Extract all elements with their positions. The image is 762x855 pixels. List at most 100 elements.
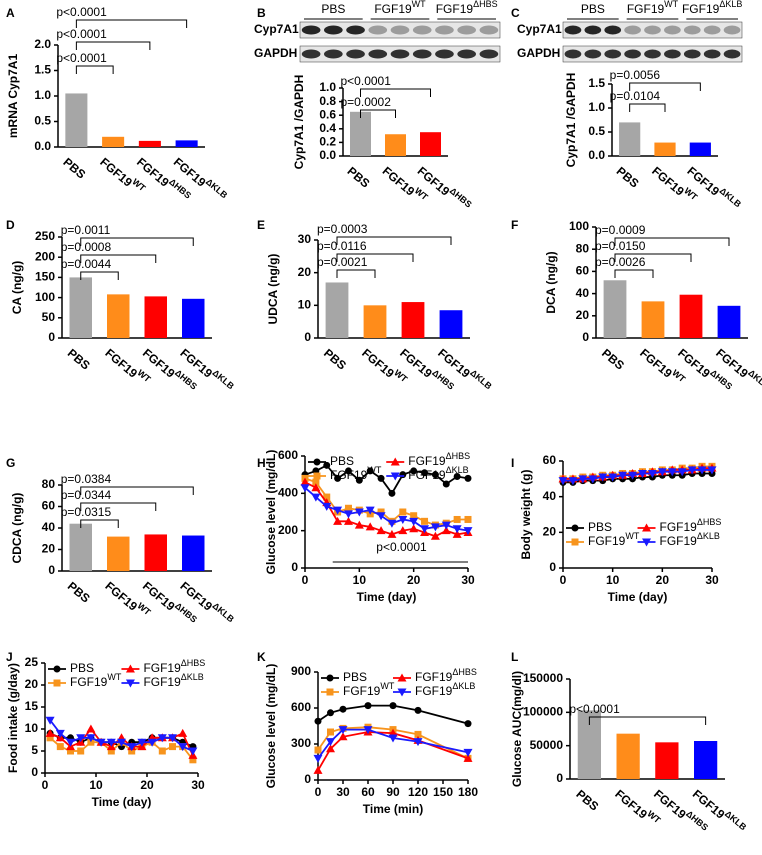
blot-band <box>703 25 721 35</box>
p-value: p=0.0009 <box>595 223 646 237</box>
point <box>463 748 473 757</box>
blot-lane-label: FGF19ΔKLB <box>682 0 742 16</box>
panel-letter: B <box>257 6 266 20</box>
blot-band <box>584 25 602 35</box>
blot-band <box>390 25 410 35</box>
point <box>389 702 397 710</box>
point <box>413 738 423 747</box>
bar <box>401 302 425 338</box>
significance-bracket <box>80 254 157 263</box>
blot-band <box>324 25 343 35</box>
point <box>333 516 343 525</box>
y-tick-label: 20 <box>576 308 590 322</box>
x-tick-label: PBS <box>345 164 373 191</box>
point <box>157 734 167 743</box>
blot-band <box>479 49 499 59</box>
point <box>168 734 177 743</box>
point <box>414 730 422 738</box>
bar <box>144 296 167 338</box>
x-tick-label: 150 <box>433 785 453 799</box>
point <box>390 457 400 466</box>
blot-lane-label: FGF19ΔHBS <box>436 0 498 16</box>
point <box>657 468 667 477</box>
legend-label: FGF19WT <box>330 465 382 482</box>
point <box>46 734 54 742</box>
point <box>387 519 397 528</box>
significance-bracket <box>614 253 692 262</box>
bar <box>325 282 349 338</box>
point <box>333 506 343 515</box>
point <box>355 476 363 484</box>
point <box>647 469 657 478</box>
legend-label: PBS <box>70 661 94 675</box>
point <box>127 743 137 752</box>
x-tick-label: FGF19ΔKLB <box>713 344 762 397</box>
point <box>453 515 461 523</box>
blot-band <box>624 49 641 59</box>
p-value: p<0.0001 <box>569 702 620 716</box>
point <box>77 747 85 755</box>
panel: B 0.00.20.40.60.81.0 Cyp7A1 /GAPDH PBS FGF19… <box>254 0 501 210</box>
point <box>558 477 568 486</box>
point <box>66 738 75 747</box>
point <box>343 516 353 525</box>
point <box>326 674 334 682</box>
point <box>441 521 451 530</box>
blot-band <box>457 25 476 35</box>
point <box>311 493 321 502</box>
point <box>323 493 331 501</box>
point <box>366 467 374 475</box>
blot-band <box>368 25 388 35</box>
point <box>311 483 321 492</box>
x-tick-label: PBS <box>65 346 93 373</box>
blot-band <box>604 49 622 59</box>
blot-band <box>390 49 410 59</box>
x-tick-label: 120 <box>408 785 428 799</box>
x-tick-label: 30 <box>336 785 350 799</box>
point <box>56 743 64 751</box>
y-tick-label: 0 <box>304 330 311 344</box>
blot-band <box>301 25 321 35</box>
x-axis-label: Time (day) <box>92 795 152 809</box>
bar <box>439 310 463 338</box>
significance-bracket <box>629 82 701 91</box>
point <box>169 743 176 751</box>
y-tick-label: 40 <box>576 286 590 300</box>
panel-letter: F <box>511 218 518 232</box>
point <box>45 716 55 725</box>
point <box>376 512 386 521</box>
blot-band <box>723 25 741 35</box>
point <box>410 467 418 475</box>
point <box>687 466 697 475</box>
x-tick-label: 20 <box>140 778 154 792</box>
blot-strip <box>299 21 501 39</box>
p-value: p=0.0104 <box>610 89 661 103</box>
bar <box>65 93 88 147</box>
bar <box>69 523 92 571</box>
point <box>178 743 188 752</box>
point <box>642 523 652 532</box>
p-value: p=0.0026 <box>595 255 646 269</box>
x-tick-label: 10 <box>606 573 620 587</box>
y-tick-label: 400 <box>278 486 298 500</box>
blot-band <box>624 25 641 35</box>
y-tick-label: 80 <box>576 241 590 255</box>
point <box>322 502 332 511</box>
y-tick-label: 100 <box>35 290 55 304</box>
bar <box>689 142 711 156</box>
significance-bracket <box>336 236 452 245</box>
point <box>677 468 687 477</box>
point <box>628 471 638 480</box>
y-axis-label: Glucose level (mg/dL) <box>264 664 278 789</box>
blot-band <box>703 49 721 59</box>
x-tick-label: 60 <box>361 785 375 799</box>
point <box>409 524 419 533</box>
point <box>397 673 407 682</box>
y-tick-label: 150 <box>35 270 55 284</box>
legend-label: FGF19WT <box>343 681 395 698</box>
